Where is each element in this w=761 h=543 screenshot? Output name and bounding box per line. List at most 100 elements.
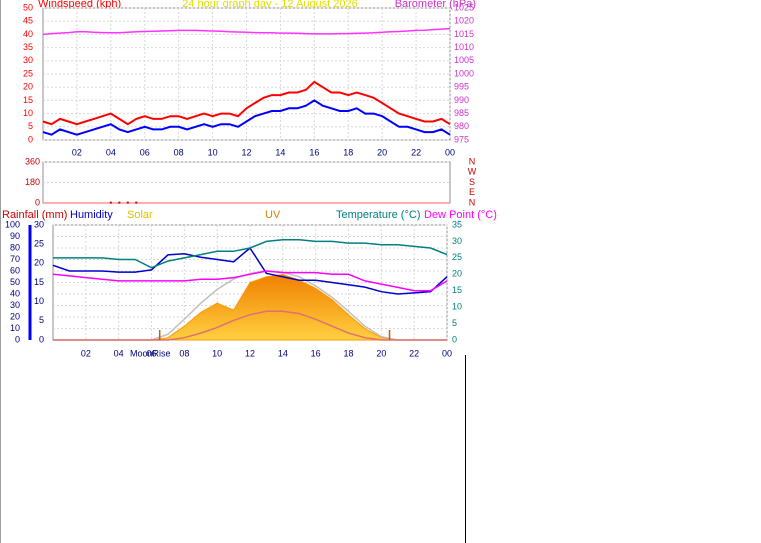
x-tick-label: 20 bbox=[376, 348, 386, 358]
y2-tick-label: 0 bbox=[452, 334, 457, 344]
y2-tick-label: 10 bbox=[452, 302, 462, 312]
y-tick-label: 15 bbox=[23, 95, 33, 105]
legend-entry: Humidity bbox=[70, 209, 113, 221]
y3-tick-label: 20 bbox=[10, 311, 20, 321]
y2-tick-label: N bbox=[469, 197, 476, 207]
y2-tick-label: E bbox=[469, 187, 475, 197]
point bbox=[109, 201, 112, 204]
point bbox=[118, 201, 121, 204]
y2-tick-label: 995 bbox=[454, 82, 469, 92]
x-tick-label: 22 bbox=[411, 147, 421, 157]
y-tick-label: 5 bbox=[39, 315, 44, 325]
x-tick-label: 00 bbox=[445, 147, 455, 157]
x-tick-label: 22 bbox=[409, 348, 419, 358]
y-tick-label: 20 bbox=[34, 258, 44, 268]
y3-tick-label: 70 bbox=[10, 254, 20, 264]
legend-entry: Temperature (°C) bbox=[336, 209, 420, 221]
x-tick-label: 02 bbox=[72, 147, 82, 157]
legend-entry: Dew Point (°C) bbox=[424, 209, 497, 221]
y3-tick-label: 90 bbox=[10, 231, 20, 241]
legend-entry: Solar bbox=[127, 209, 153, 221]
x-tick-label: 06 bbox=[140, 147, 150, 157]
y3-tick-label: 30 bbox=[10, 300, 20, 310]
series-line bbox=[53, 239, 448, 269]
x-tick-label: 08 bbox=[179, 348, 189, 358]
y3-tick-label: 10 bbox=[10, 323, 20, 333]
x-tick-label: 14 bbox=[278, 348, 288, 358]
x-tick-label: 20 bbox=[377, 147, 387, 157]
y-tick-label: 30 bbox=[34, 219, 44, 229]
y-tick-label: 25 bbox=[23, 68, 33, 78]
y-tick-label: 360 bbox=[25, 156, 40, 166]
y2-tick-label: 990 bbox=[454, 95, 469, 105]
point bbox=[126, 201, 129, 204]
annotation: MoonRise bbox=[130, 348, 171, 358]
y2-tick-label: 1020 bbox=[454, 16, 474, 26]
y-tick-label: 0 bbox=[39, 334, 44, 344]
y3-tick-label: 50 bbox=[10, 277, 20, 287]
y-tick-label: 15 bbox=[34, 277, 44, 287]
x-tick-label: 14 bbox=[275, 147, 285, 157]
y2-tick-label: 1010 bbox=[454, 42, 474, 52]
x-tick-label: 10 bbox=[208, 147, 218, 157]
x-tick-label: 16 bbox=[309, 147, 319, 157]
y2-tick-label: 20 bbox=[452, 269, 462, 279]
y-tick-label: 5 bbox=[28, 121, 33, 131]
y-tick-label: 40 bbox=[23, 29, 33, 39]
series-line bbox=[42, 80, 451, 126]
y2-tick-label: 980 bbox=[454, 121, 469, 131]
y2-tick-label: 25 bbox=[452, 252, 462, 262]
y-tick-label: 180 bbox=[25, 177, 40, 187]
y2-tick-label: 5 bbox=[452, 318, 457, 328]
y-axis-label: Rainfall (mm) bbox=[2, 209, 67, 221]
y-tick-label: 50 bbox=[23, 2, 33, 12]
y-tick-label: 0 bbox=[35, 197, 40, 207]
x-tick-label: 00 bbox=[442, 348, 452, 358]
y3-tick-label: 40 bbox=[10, 288, 20, 298]
y2-tick-label: 1025 bbox=[454, 2, 474, 12]
y2-tick-label: 15 bbox=[452, 285, 462, 295]
y-tick-label: 45 bbox=[23, 16, 33, 26]
y-tick-label: 20 bbox=[23, 82, 33, 92]
x-tick-label: 04 bbox=[106, 147, 116, 157]
x-tick-label: 16 bbox=[311, 348, 321, 358]
x-tick-label: 12 bbox=[241, 147, 251, 157]
x-tick-label: 18 bbox=[343, 147, 353, 157]
x-tick-label: 10 bbox=[212, 348, 222, 358]
y2-tick-label: 1015 bbox=[454, 29, 474, 39]
y3-tick-label: 0 bbox=[15, 334, 20, 344]
x-tick-label: 12 bbox=[245, 348, 255, 358]
x-tick-label: 02 bbox=[81, 348, 91, 358]
series-line bbox=[53, 310, 447, 341]
y-tick-label: 10 bbox=[34, 296, 44, 306]
series-line bbox=[52, 270, 448, 292]
y-tick-label: 30 bbox=[23, 55, 33, 65]
plot-area bbox=[42, 161, 451, 204]
y2-tick-label: 35 bbox=[452, 219, 462, 229]
y3-tick-label: 60 bbox=[10, 265, 20, 275]
y2-tick-label: 975 bbox=[454, 134, 469, 144]
series-line bbox=[42, 99, 451, 136]
x-tick-label: 06 bbox=[146, 348, 156, 358]
legend-entry: UV bbox=[265, 209, 281, 221]
y2-tick-label: 1005 bbox=[454, 55, 474, 65]
y2-tick-label: N bbox=[469, 156, 476, 166]
x-tick-label: 04 bbox=[114, 348, 124, 358]
chart-title: 24 hour graph day - 12 August 2026 bbox=[182, 0, 358, 10]
y2-tick-label: 1000 bbox=[454, 68, 474, 78]
y-axis-label: Windspeed (kph) bbox=[38, 0, 121, 10]
series-line bbox=[42, 27, 451, 36]
y-tick-label: 10 bbox=[23, 108, 33, 118]
y2-tick-label: 30 bbox=[452, 236, 462, 246]
x-tick-label: 08 bbox=[174, 147, 184, 157]
y2-tick-label: W bbox=[468, 167, 477, 177]
y3-tick-label: 100 bbox=[5, 219, 20, 229]
y3-tick-label: 80 bbox=[10, 242, 20, 252]
y2-tick-label: 985 bbox=[454, 108, 469, 118]
point bbox=[135, 201, 138, 204]
x-tick-label: 18 bbox=[343, 348, 353, 358]
y-tick-label: 0 bbox=[28, 134, 33, 144]
y-tick-label: 35 bbox=[23, 42, 33, 52]
y2-tick-label: S bbox=[469, 177, 475, 187]
